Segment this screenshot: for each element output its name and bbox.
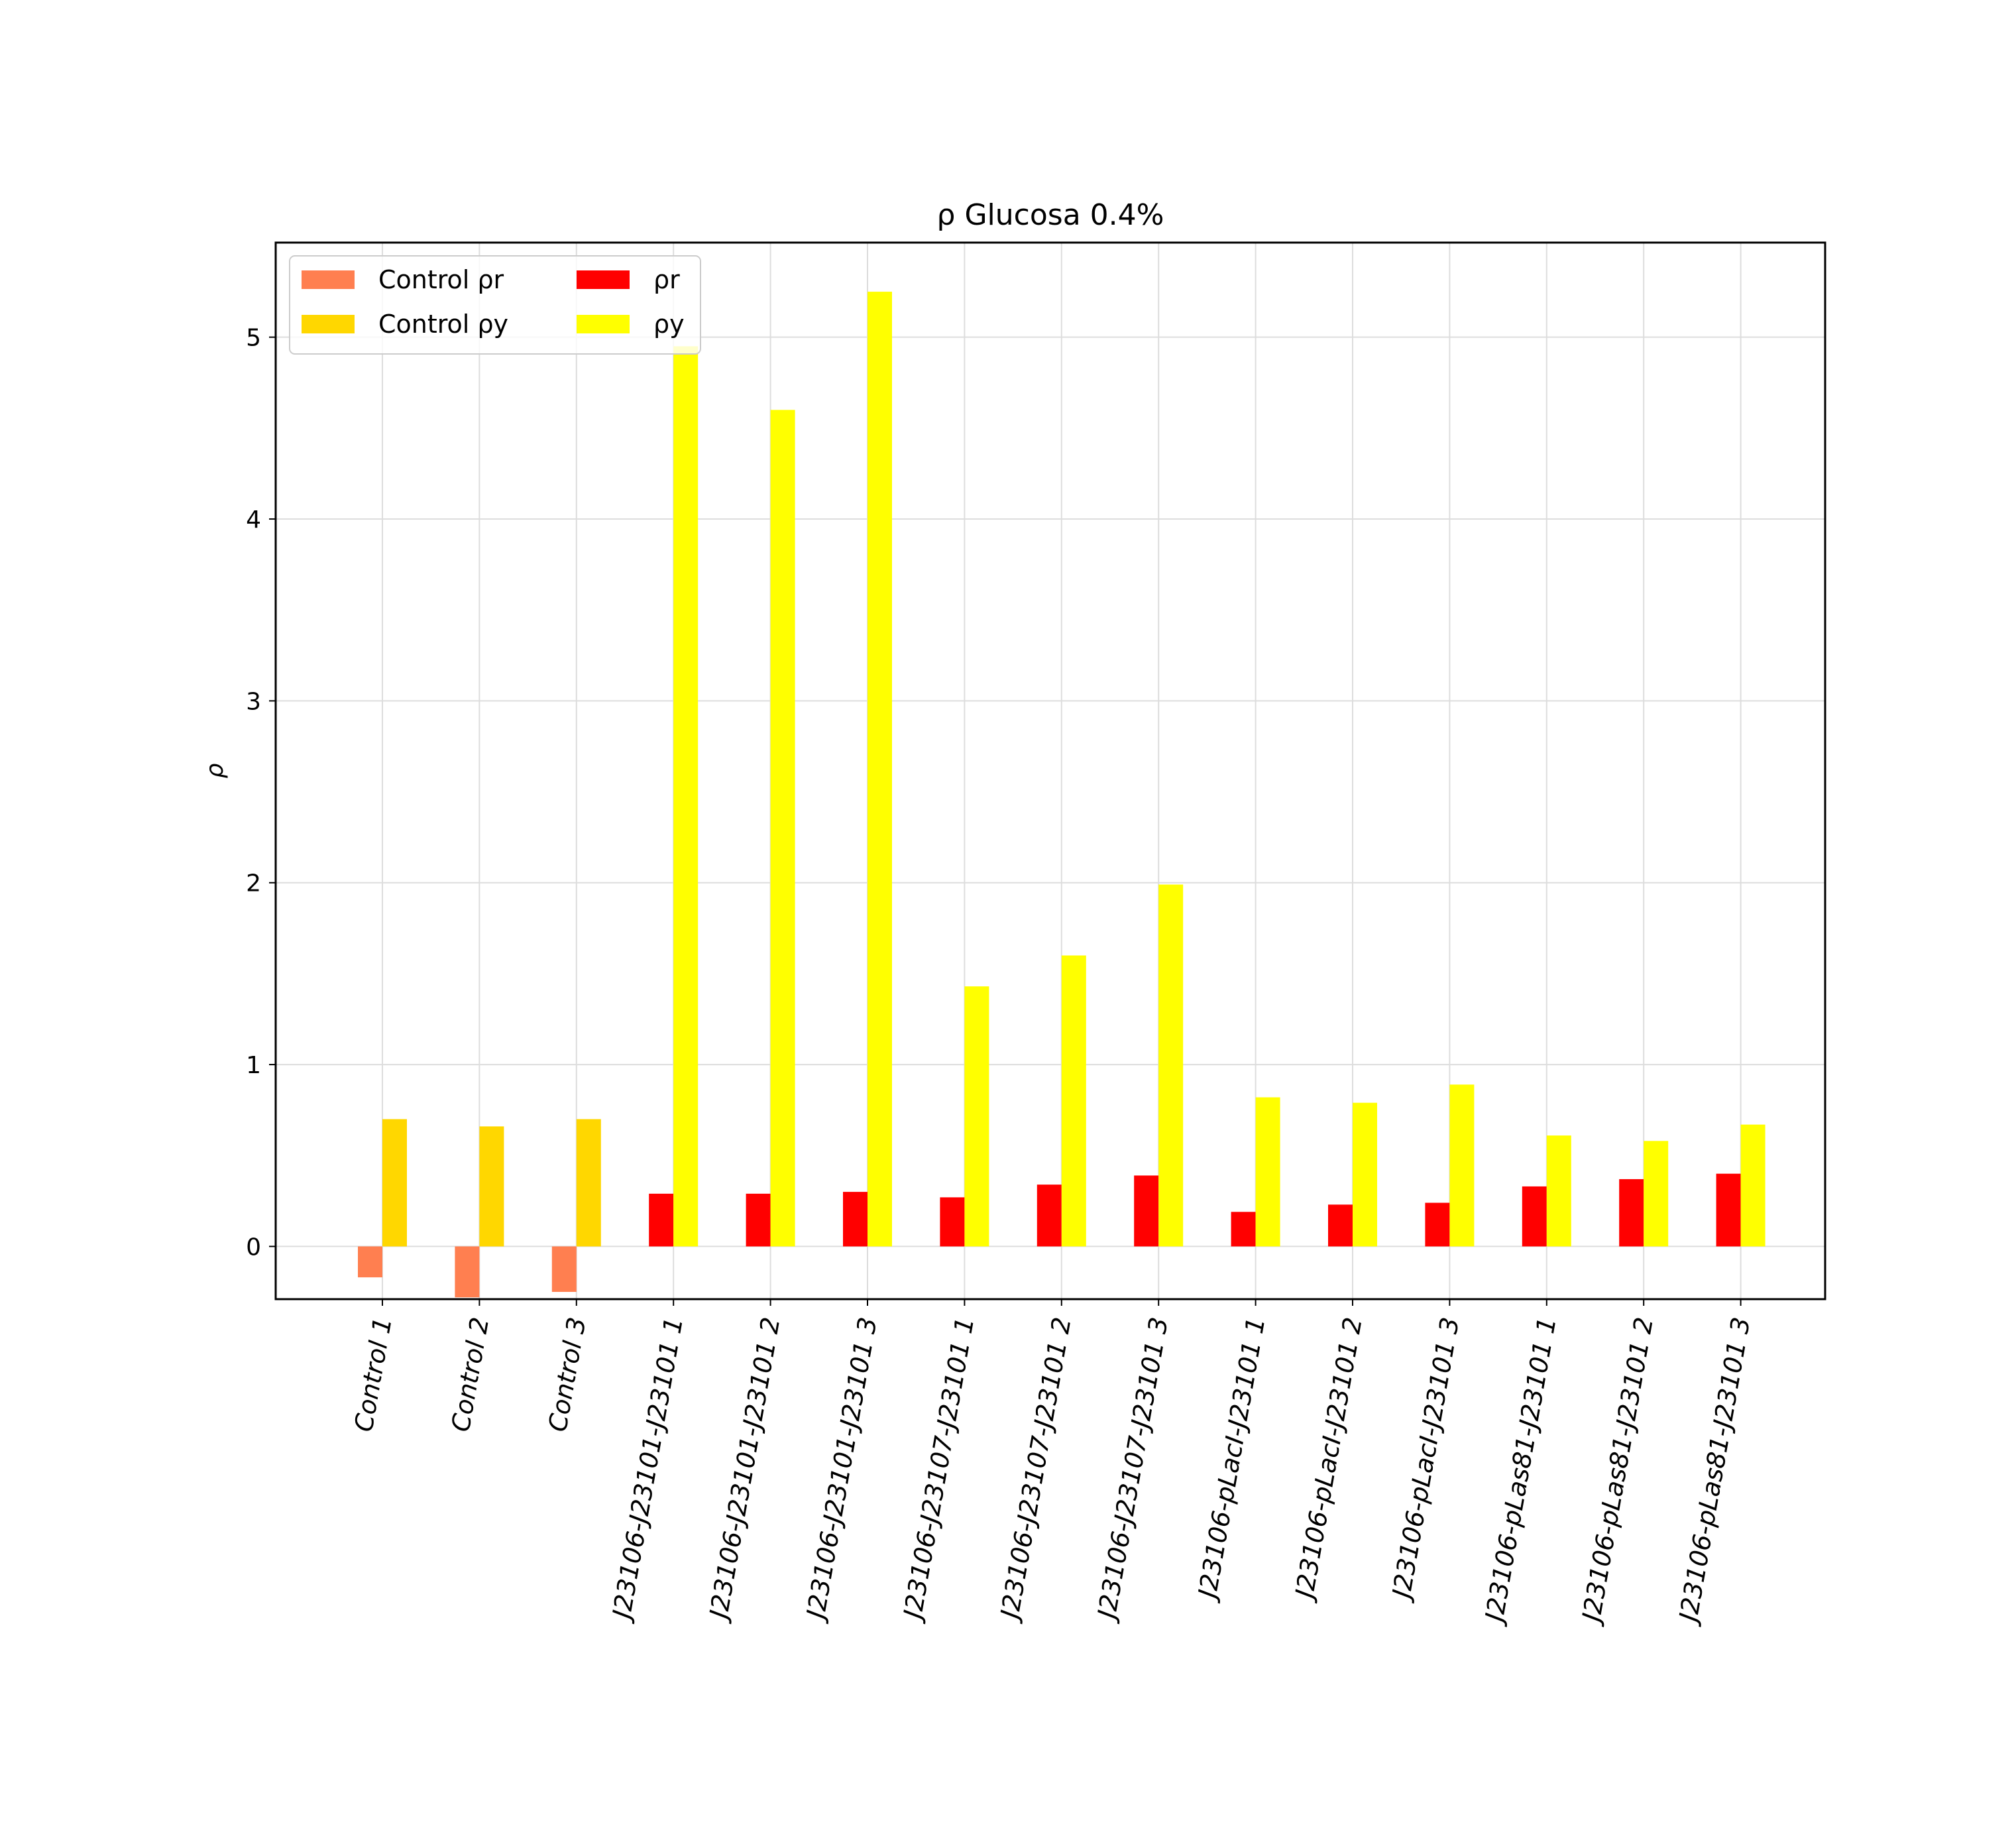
bar	[1449, 1084, 1475, 1247]
bar	[1036, 1184, 1062, 1247]
bar	[455, 1246, 480, 1298]
bar	[576, 1119, 601, 1247]
plot-frame	[274, 241, 1826, 1300]
legend-swatch	[302, 315, 355, 333]
y-tick-label: 0	[246, 1234, 261, 1261]
bar	[382, 1119, 407, 1247]
bar	[1716, 1173, 1741, 1247]
legend-label: ρy	[653, 310, 685, 339]
y-tick-label: 2	[246, 870, 261, 897]
bar	[1546, 1135, 1571, 1247]
bar	[964, 986, 989, 1247]
chart-title: ρ Glucosa 0.4%	[937, 198, 1164, 232]
y-axis-label: ρ	[201, 763, 229, 778]
bar	[940, 1197, 965, 1247]
bar	[1740, 1124, 1765, 1247]
bar	[770, 410, 795, 1247]
bar	[1255, 1097, 1280, 1247]
legend-swatch	[577, 315, 630, 333]
bar	[1158, 884, 1184, 1247]
bar	[673, 346, 699, 1247]
y-tick-label: 3	[246, 688, 261, 715]
bar	[868, 292, 892, 1247]
y-tick-label: 5	[246, 325, 261, 352]
legend-label: Control ρr	[378, 265, 504, 294]
bar	[1328, 1204, 1353, 1247]
bar	[843, 1192, 868, 1247]
legend-label: Control ρy	[378, 310, 508, 339]
bar	[358, 1246, 382, 1278]
bar	[1644, 1141, 1669, 1247]
bar	[1061, 955, 1086, 1247]
bars	[358, 292, 1765, 1298]
bar	[1231, 1212, 1256, 1247]
bar	[1134, 1175, 1159, 1247]
legend-label: ρr	[653, 265, 680, 294]
bar	[551, 1246, 577, 1293]
bar	[1353, 1102, 1377, 1247]
bar	[479, 1126, 504, 1247]
bar	[1522, 1186, 1547, 1247]
y-tick-label: 4	[246, 506, 261, 534]
legend: Control ρr Control ρy ρr ρy	[289, 255, 701, 355]
legend-swatch	[577, 270, 630, 289]
bar	[1619, 1179, 1644, 1247]
legend-swatch	[302, 270, 355, 289]
y-tick-label: 1	[246, 1052, 261, 1079]
bar	[1425, 1202, 1450, 1247]
bar	[649, 1193, 674, 1247]
bar	[746, 1193, 771, 1247]
